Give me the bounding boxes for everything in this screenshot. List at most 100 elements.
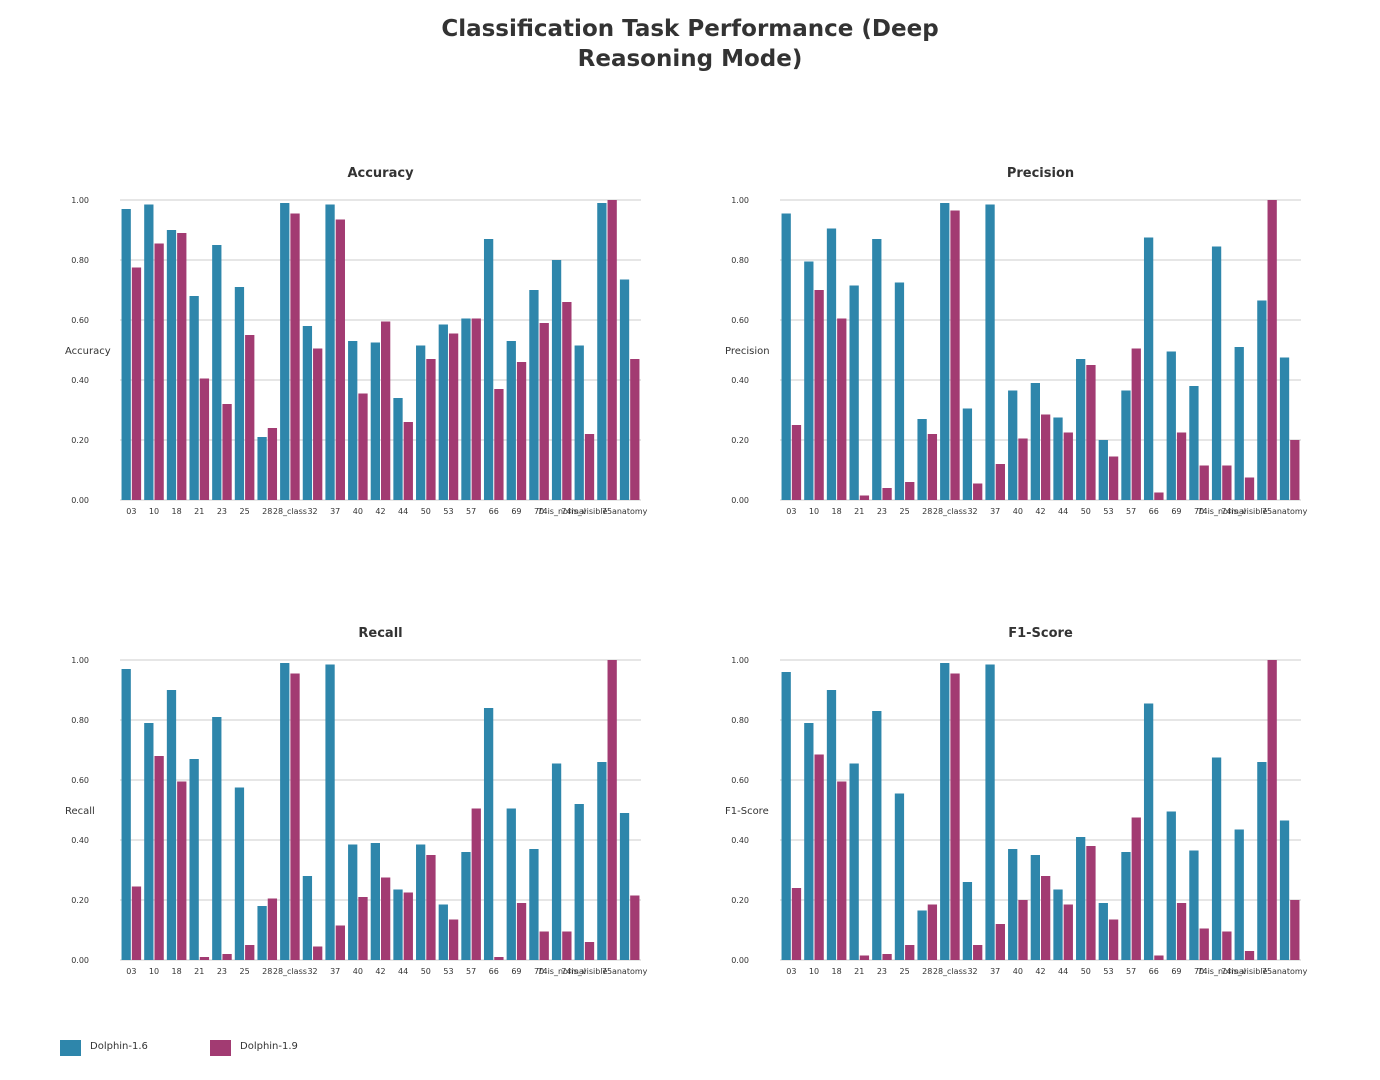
bar — [826, 228, 837, 500]
y-tick-label: 1.00 — [71, 656, 89, 665]
bar — [882, 488, 892, 500]
chart-recall: 0.00 0.20 0.40 0.60 0.80 1.00 Recall Recall 03 10… — [65, 626, 648, 976]
charts-canvas: 0.00 0.20 0.40 0.60 0.80 1.00 Accuracy Accuracy… — [65, 166, 1308, 976]
x-tick-label: 74is_visible — [561, 967, 607, 976]
x-tick-label: anatomy — [1272, 507, 1308, 516]
title-line-2: Reasoning Mode) — [577, 46, 803, 72]
bar — [280, 203, 290, 500]
bar — [348, 844, 358, 960]
bar — [1008, 849, 1018, 960]
y-tick-label: 0.00 — [71, 956, 89, 965]
bar — [280, 663, 290, 960]
y-tick-label: 0.80 — [731, 256, 749, 265]
bar — [494, 389, 504, 500]
bar — [121, 209, 131, 500]
bar — [1041, 414, 1051, 500]
bar — [302, 326, 313, 500]
bar — [882, 954, 892, 960]
bar — [917, 419, 927, 500]
bar — [257, 906, 267, 960]
bar — [144, 204, 154, 500]
x-tick-label: 25 — [239, 507, 249, 516]
legend-label-dolphin-1-9: Dolphin-1.9 — [240, 1041, 298, 1052]
bar — [1279, 820, 1290, 960]
bar — [426, 359, 436, 500]
bar — [574, 804, 584, 960]
x-tick-label: 10 — [809, 967, 819, 976]
bar — [370, 843, 380, 960]
bar — [940, 663, 950, 960]
x-tick-label: 53 — [443, 507, 453, 516]
bar — [393, 889, 403, 960]
bar — [584, 434, 595, 500]
bar — [973, 945, 983, 960]
legend-swatch-dolphin-1-6 — [60, 1040, 81, 1056]
x-tick-label: 40 — [353, 967, 363, 976]
x-tick-label: 28 — [262, 967, 272, 976]
bar — [494, 957, 504, 960]
bar — [335, 925, 345, 960]
bar — [348, 341, 358, 500]
bar — [985, 664, 995, 960]
bar — [222, 954, 232, 960]
x-tick-label: 69 — [511, 967, 521, 976]
x-tick-label: 42 — [1035, 507, 1045, 516]
y-tick-label: 0.80 — [731, 716, 749, 725]
bar — [837, 781, 847, 960]
x-tick-label: 69 — [511, 507, 521, 516]
bar — [1018, 900, 1028, 960]
x-tick-label: 42 — [375, 967, 385, 976]
bar — [245, 945, 255, 960]
bar — [448, 333, 459, 500]
x-tick-label: 70 — [534, 507, 544, 516]
x-tick-label: 25 — [899, 967, 909, 976]
x-tick-label: 44 — [1058, 507, 1068, 516]
x-tick-label: 66 — [1149, 507, 1159, 516]
bar — [927, 904, 938, 960]
bar — [416, 844, 426, 960]
bar — [483, 708, 494, 960]
y-tick-label: 0.20 — [71, 436, 89, 445]
chart-accuracy: 0.00 0.20 0.40 0.60 0.80 1.00 Accuracy Accuracy… — [65, 166, 648, 516]
bar — [313, 946, 323, 960]
x-tick-label: 44 — [398, 507, 408, 516]
x-tick-label: 50 — [1081, 507, 1091, 516]
bar — [1257, 762, 1267, 960]
bar — [1211, 757, 1222, 960]
bar — [234, 787, 245, 960]
x-tick-label: 74is_normal — [537, 967, 586, 976]
bar — [166, 230, 177, 500]
bar — [619, 279, 630, 500]
x-tick-label: 32 — [307, 967, 317, 976]
bar — [1222, 931, 1232, 960]
x-tick-label: 44 — [1058, 967, 1068, 976]
bar — [1086, 846, 1096, 960]
bar — [837, 318, 847, 500]
bar — [471, 318, 481, 500]
bar — [1244, 951, 1255, 960]
bar — [1053, 417, 1063, 500]
x-tick-label: 28_class — [933, 967, 967, 976]
x-tick-label: 32 — [967, 967, 977, 976]
x-tick-label: 74is_normal — [1197, 967, 1246, 976]
bar — [234, 287, 245, 500]
bar — [189, 296, 199, 500]
bar — [302, 876, 313, 960]
y-tick-label: 0.60 — [731, 776, 749, 785]
bar — [1222, 465, 1232, 500]
bar — [506, 341, 516, 500]
x-tick-label: 28 — [922, 967, 932, 976]
y-tick-label: 0.00 — [731, 496, 749, 505]
x-tick-label: anatomy — [612, 967, 648, 976]
bar — [416, 345, 426, 500]
bar — [1063, 432, 1073, 500]
bar — [619, 813, 630, 960]
y-tick-label: 0.00 — [731, 956, 749, 965]
bar — [1121, 852, 1131, 960]
bar — [1257, 300, 1267, 500]
bar — [245, 335, 255, 500]
bar — [1189, 386, 1199, 500]
x-tick-label: 70 — [534, 967, 544, 976]
chart-title: Recall — [358, 626, 402, 641]
bar — [381, 877, 391, 960]
